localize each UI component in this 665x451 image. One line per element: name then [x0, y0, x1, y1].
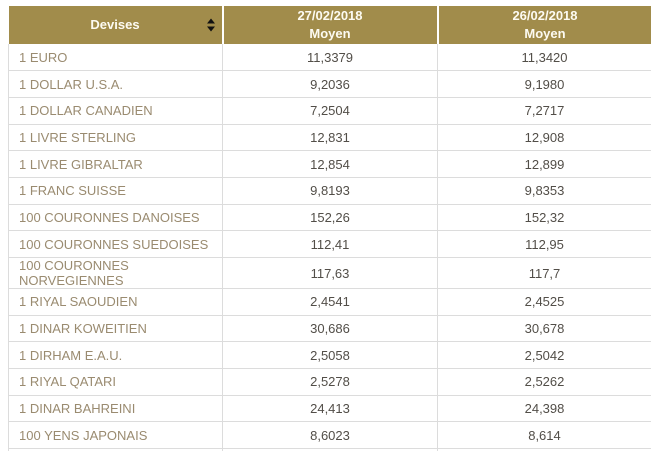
table-body: 1 EURO 11,3379 11,3420 1 DOLLAR U.S.A. 9…	[8, 44, 651, 451]
rate-value-cell-date2: 2,5262	[437, 368, 651, 396]
rate-value-cell-date1: 9,2036	[222, 70, 438, 98]
sort-down-arrow-icon	[206, 26, 215, 32]
currency-name-cell: 1 LIVRE GIBRALTAR	[8, 150, 223, 178]
currency-name-cell: 1 DINAR BAHREINI	[8, 395, 223, 423]
table-row-partial	[8, 448, 651, 451]
rate-value-cell-date1: 12,854	[222, 150, 438, 178]
rate-value-cell-date2: 12,908	[437, 124, 651, 152]
rate-value-cell-date1: 2,5278	[222, 368, 438, 396]
rate-value-cell-date2: 7,2717	[437, 97, 651, 125]
table-row: 1 DOLLAR CANADIEN 7,2504 7,2717	[8, 97, 651, 125]
table-row: 100 YENS JAPONAIS 8,6023 8,614	[8, 421, 651, 450]
table-row: 1 RIYAL QATARI 2,5278 2,5262	[8, 368, 651, 396]
rate-value-cell-date2: 2,4525	[437, 288, 651, 316]
exchange-rates-table-container: Devises 27/02/2018 Moyen 26/02/2018 Moye…	[8, 6, 651, 451]
rate-value-cell-date2: 9,1980	[437, 70, 651, 98]
currency-name-cell: 1 DOLLAR U.S.A.	[8, 70, 223, 98]
rate-value-cell-date2: 152,32	[437, 204, 651, 232]
table-row: 1 DINAR KOWEITIEN 30,686 30,678	[8, 315, 651, 343]
devises-header-label: Devises	[90, 17, 140, 33]
col-header-date-27-02-2018: 27/02/2018 Moyen	[222, 6, 439, 44]
currency-name-cell: 1 FRANC SUISSE	[8, 177, 223, 205]
table-row: 1 FRANC SUISSE 9,8193 9,8353	[8, 177, 651, 205]
rate-value-cell-date2: 12,899	[437, 150, 651, 178]
rate-value-cell-date2: 117,7	[437, 257, 651, 289]
rate-value-cell-date1: 11,3379	[222, 44, 438, 72]
table-row: 100 COURONNES NORVEGIENNES 117,63 117,7	[8, 257, 651, 289]
header-moyen-label: Moyen	[309, 26, 351, 41]
rate-value-cell-date2: 9,8353	[437, 177, 651, 205]
currency-name-cell: 100 YENS JAPONAIS	[8, 421, 223, 450]
table-row: 1 LIVRE STERLING 12,831 12,908	[8, 124, 651, 152]
currency-name-cell: 1 RIYAL QATARI	[8, 368, 223, 396]
table-header: Devises 27/02/2018 Moyen 26/02/2018 Moye…	[8, 6, 651, 44]
rate-value-cell-date1: 2,4541	[222, 288, 438, 316]
rate-value-cell-date1: 112,41	[222, 230, 438, 258]
currency-name-cell: 1 LIVRE STERLING	[8, 124, 223, 152]
table-row: 1 LIVRE GIBRALTAR 12,854 12,899	[8, 150, 651, 178]
rate-value-cell-date1: 12,831	[222, 124, 438, 152]
table-row: 1 DINAR BAHREINI 24,413 24,398	[8, 395, 651, 423]
rate-value-cell-date1: 9,8193	[222, 177, 438, 205]
rate-value-cell-date2: 11,3420	[437, 44, 651, 72]
rate-value-cell-date2: 112,95	[437, 230, 651, 258]
rate-value-cell-date1: 8,6023	[222, 421, 438, 450]
currency-name-cell: 100 COURONNES DANOISES	[8, 204, 223, 232]
rate-value-cell-date1: 24,413	[222, 395, 438, 423]
table-row: 1 DIRHAM E.A.U. 2,5058 2,5042	[8, 341, 651, 370]
col-header-date-26-02-2018: 26/02/2018 Moyen	[437, 6, 651, 44]
table-row: 1 EURO 11,3379 11,3420	[8, 44, 651, 72]
currency-name-cell: 1 DOLLAR CANADIEN	[8, 97, 223, 125]
table-row: 100 COURONNES SUEDOISES 112,41 112,95	[8, 230, 651, 258]
currency-name-cell: 1 DIRHAM E.A.U.	[8, 341, 223, 370]
rate-value-cell-date2: 24,398	[437, 395, 651, 423]
currency-name-cell: 1 RIYAL SAOUDIEN	[8, 288, 223, 316]
table-row: 100 COURONNES DANOISES 152,26 152,32	[8, 204, 651, 232]
currency-name-cell: 1 DINAR KOWEITIEN	[8, 315, 223, 343]
rate-value-cell-date2: 30,678	[437, 315, 651, 343]
table-row: 1 RIYAL SAOUDIEN 2,4541 2,4525	[8, 288, 651, 316]
rate-value-cell-date1: 152,26	[222, 204, 438, 232]
rate-value-cell-date1: 30,686	[222, 315, 438, 343]
sort-up-arrow-icon	[206, 18, 215, 24]
empty-cell	[437, 448, 651, 451]
header-date: 26/02/2018	[512, 8, 578, 24]
exchange-rates-table: Devises 27/02/2018 Moyen 26/02/2018 Moye…	[8, 6, 651, 451]
currency-name-cell: 100 COURONNES SUEDOISES	[8, 230, 223, 258]
table-row: 1 DOLLAR U.S.A. 9,2036 9,1980	[8, 70, 651, 98]
rate-value-cell-date1: 2,5058	[222, 341, 438, 370]
rate-value-cell-date1: 7,2504	[222, 97, 438, 125]
currency-name-cell: 1 EURO	[8, 44, 223, 72]
rate-value-cell-date2: 8,614	[437, 421, 651, 450]
col-header-devises[interactable]: Devises	[8, 6, 224, 44]
sort-icon[interactable]	[206, 18, 215, 32]
header-date: 27/02/2018	[297, 8, 363, 24]
rate-value-cell-date2: 2,5042	[437, 341, 651, 370]
header-row: Devises 27/02/2018 Moyen 26/02/2018 Moye…	[8, 6, 651, 44]
rate-value-cell-date1: 117,63	[222, 257, 438, 289]
currency-name-cell: 100 COURONNES NORVEGIENNES	[8, 257, 223, 289]
header-moyen-label: Moyen	[524, 26, 566, 41]
